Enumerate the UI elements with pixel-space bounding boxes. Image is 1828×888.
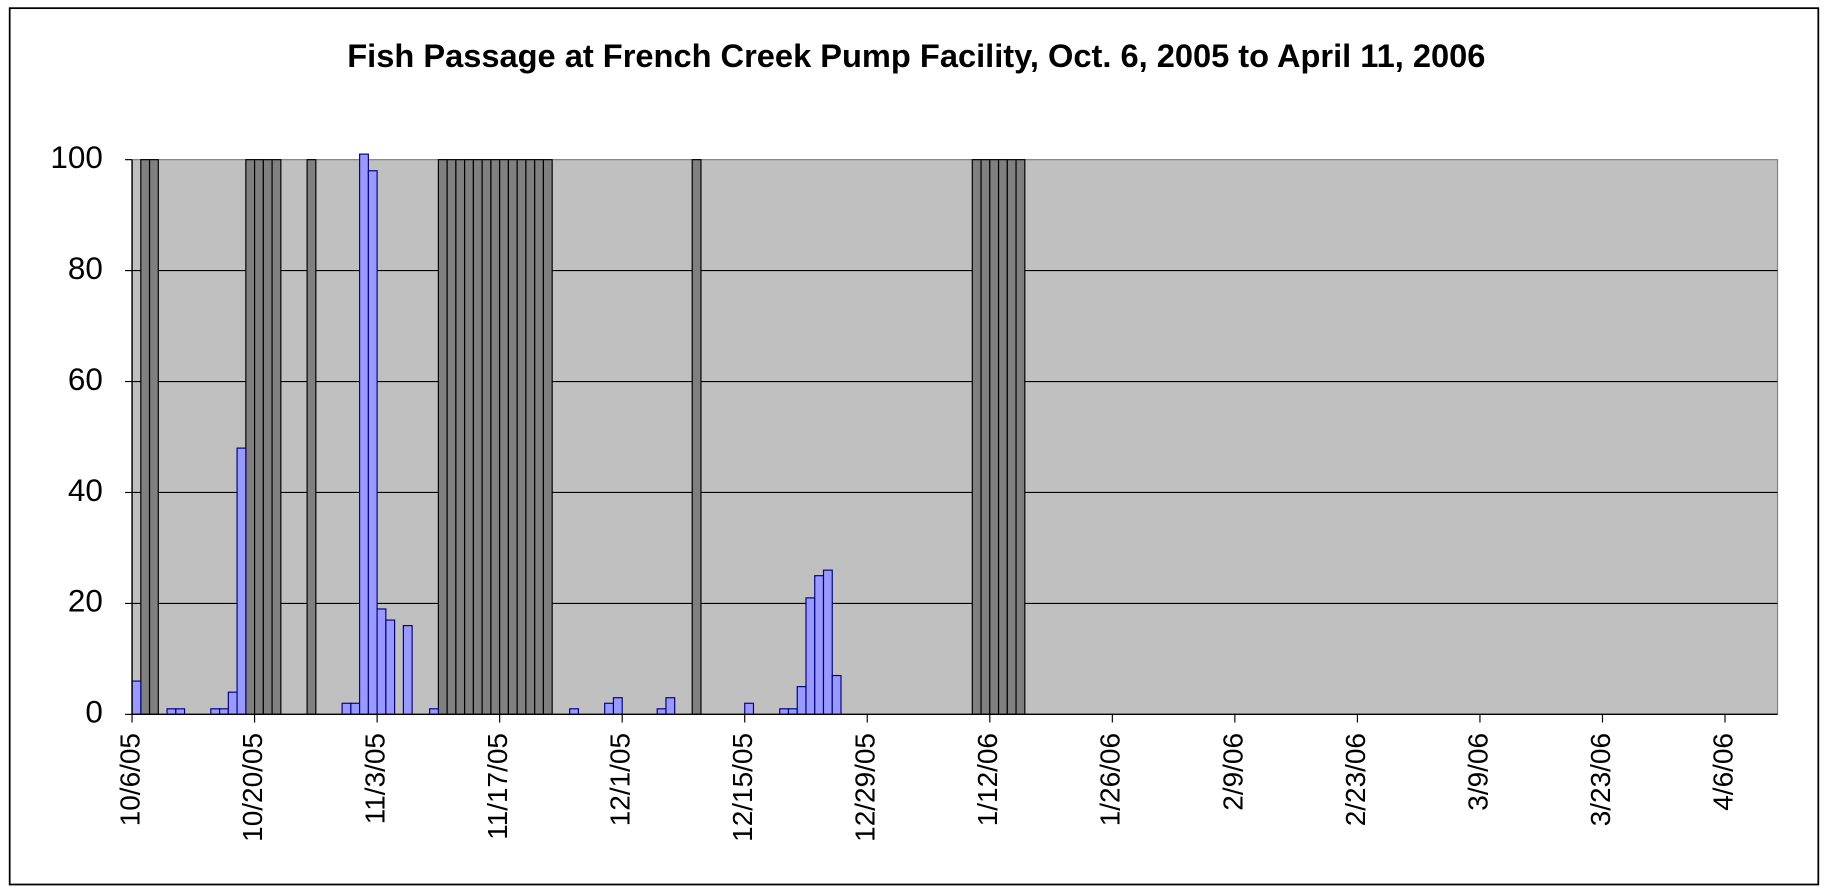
bar	[464, 159, 474, 715]
x-tick-label: 3/23/06	[1585, 733, 1616, 826]
bar	[787, 708, 798, 715]
bar	[604, 702, 615, 715]
bar	[350, 702, 361, 715]
bar	[534, 159, 544, 715]
bar	[691, 159, 702, 715]
bar	[429, 708, 439, 715]
bar	[306, 159, 317, 715]
bar	[227, 691, 238, 715]
bar	[254, 159, 264, 715]
bar	[218, 708, 229, 715]
bar	[481, 159, 492, 715]
plot-area	[131, 159, 1779, 715]
bar	[989, 159, 1000, 715]
y-tick-label: 40	[68, 473, 103, 508]
bar	[271, 159, 282, 715]
bar	[980, 159, 991, 715]
bar	[665, 697, 676, 715]
bar	[525, 159, 536, 715]
x-tick-label: 10/6/05	[114, 733, 145, 826]
x-tick-label: 10/20/05	[237, 733, 268, 842]
x-tick-label: 1/26/06	[1095, 733, 1126, 826]
x-tick-label: 12/15/05	[727, 733, 758, 842]
x-tick-label: 2/9/06	[1217, 733, 1248, 811]
bar	[376, 608, 387, 715]
bar	[1015, 159, 1026, 715]
bar	[446, 159, 457, 715]
x-tick-label: 3/9/06	[1462, 733, 1493, 811]
bar	[262, 159, 273, 715]
bar	[997, 159, 1008, 715]
bar	[507, 159, 518, 715]
x-tick-label: 1/12/06	[972, 733, 1003, 826]
y-tick-label: 100	[50, 140, 102, 175]
bar	[612, 697, 623, 715]
bar	[359, 153, 369, 715]
bar	[656, 708, 667, 715]
bar	[1006, 159, 1017, 715]
bar	[499, 159, 509, 715]
bar	[437, 159, 448, 715]
bar	[367, 170, 378, 715]
bar	[166, 708, 177, 715]
bar	[236, 447, 247, 715]
bar	[822, 569, 833, 715]
y-tick-label: 80	[68, 251, 103, 286]
bar	[210, 708, 221, 715]
bar	[148, 159, 159, 715]
y-tick-label: 60	[68, 362, 103, 397]
bar	[472, 159, 483, 715]
bar	[175, 708, 186, 715]
bar	[341, 702, 352, 715]
bar	[542, 159, 553, 715]
bar	[831, 674, 842, 715]
bar	[814, 575, 825, 715]
x-tick-label: 12/1/05	[605, 733, 636, 826]
x-tick-label: 2/23/06	[1340, 733, 1371, 826]
bar	[744, 702, 755, 715]
bar	[402, 625, 413, 715]
y-tick-label: 0	[85, 695, 103, 730]
bar	[245, 159, 256, 715]
y-tick-label: 20	[68, 584, 103, 619]
bar	[385, 619, 396, 715]
bar	[805, 597, 816, 715]
bar	[131, 680, 142, 715]
bar	[490, 159, 501, 715]
bar	[971, 159, 982, 715]
x-tick-label: 4/6/06	[1707, 733, 1738, 811]
bar	[796, 686, 807, 715]
bar	[455, 159, 466, 715]
bar	[140, 159, 151, 715]
x-tick-label: 11/3/05	[360, 733, 391, 824]
x-tick-label: 11/17/05	[482, 733, 513, 840]
bar	[516, 159, 527, 715]
x-tick-label: 12/29/05	[850, 733, 881, 842]
bar	[779, 708, 790, 715]
chart-title: Fish Passage at French Creek Pump Facili…	[347, 37, 1485, 74]
bar	[569, 708, 580, 715]
